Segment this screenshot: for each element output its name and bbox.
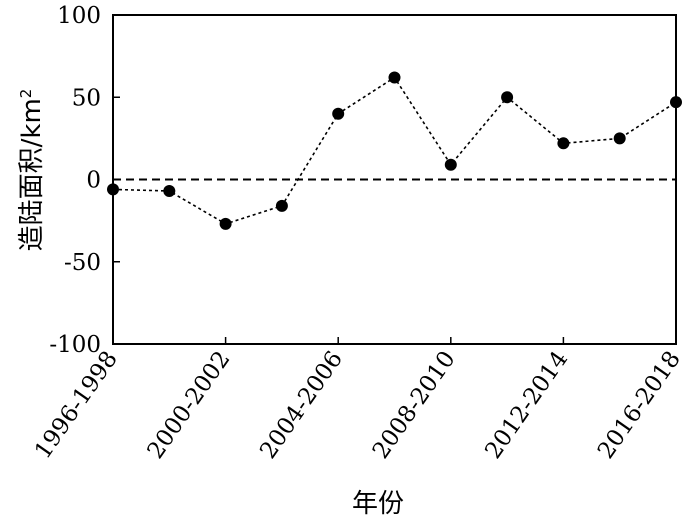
x-tick-label: 2004-2006 — [255, 347, 348, 464]
x-tick-label: 2012-2014 — [480, 347, 573, 464]
x-tick-label: 1996-1998 — [30, 347, 123, 464]
y-tick-label: -100 — [49, 332, 101, 358]
y-axis-title: 造陆面积/km2 — [17, 89, 47, 252]
y-axis-title-main: 造陆面积/km — [17, 98, 47, 251]
x-tick-labels: 1996-1998 2000-2002 2004-2006 2008-2010 2012… — [30, 347, 683, 464]
data-series — [112, 76, 677, 225]
data-point — [219, 217, 232, 230]
data-point — [501, 91, 514, 104]
x-tick-label: 2000-2002 — [143, 347, 236, 464]
series-line — [112, 76, 677, 225]
y-axis-title-superscript: 2 — [17, 89, 35, 99]
data-point — [670, 96, 682, 109]
y-tick-label: -50 — [64, 250, 101, 276]
y-tick-label: 50 — [72, 85, 101, 111]
x-axis-title: 年份 — [352, 489, 404, 519]
data-point — [557, 137, 570, 150]
x-tick-label: 2008-2010 — [368, 347, 461, 464]
data-point-markers — [107, 71, 682, 230]
y-tick-labels: 100 50 0 -50 -100 — [49, 3, 101, 358]
data-point — [388, 71, 401, 84]
x-tick-label: 2016-2018 — [593, 347, 683, 464]
data-point — [275, 199, 288, 212]
y-tick-label: 0 — [86, 168, 101, 194]
data-point — [163, 185, 176, 198]
data-point — [444, 158, 457, 171]
data-point — [107, 183, 119, 196]
plot-area-frame — [112, 14, 677, 345]
data-point — [332, 107, 345, 120]
y-tick-label: 100 — [57, 3, 101, 29]
data-point — [613, 132, 626, 145]
